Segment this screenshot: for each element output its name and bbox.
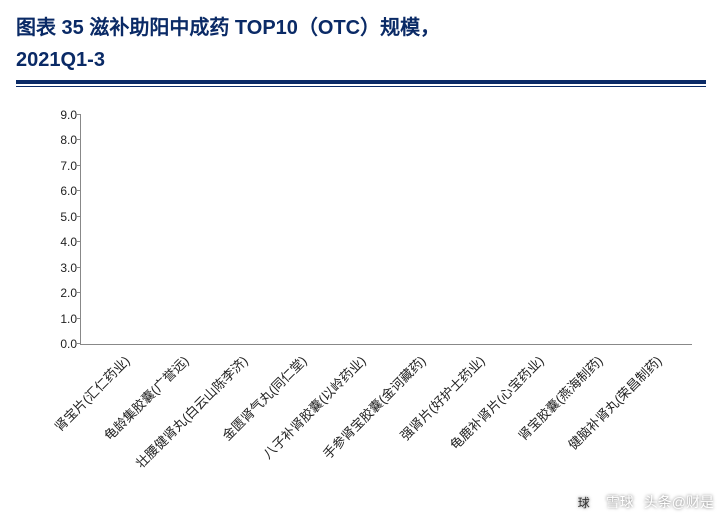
y-tick-label: 8.0 (47, 133, 77, 147)
y-tick-label: 1.0 (47, 312, 77, 326)
y-tick-mark (77, 318, 81, 319)
y-tick-mark (77, 343, 81, 344)
title-underline-thick (16, 80, 706, 84)
y-tick-label: 4.0 (47, 235, 77, 249)
bars-container (81, 115, 692, 344)
y-tick-mark (77, 114, 81, 115)
watermark-icon: 球 (572, 490, 596, 514)
x-label-slot: 健脑补肾丸(荣昌制药) (623, 345, 682, 495)
y-tick-mark (77, 292, 81, 293)
chart-title: 图表 35 滋补助阳中成药 TOP10（OTC）规模， 2021Q1-3 (16, 12, 706, 76)
bar-chart: 0.01.02.03.04.05.06.07.08.09.0 肾宝片(汇仁药业)… (50, 115, 692, 505)
y-tick-label: 9.0 (47, 108, 77, 122)
watermark: 球 雪球 头条@财是 (572, 490, 714, 514)
title-line1: 图表 35 滋补助阳中成药 TOP10（OTC）规模， (16, 17, 440, 39)
y-tick-mark (77, 190, 81, 191)
y-tick-mark (77, 267, 81, 268)
y-tick-label: 0.0 (47, 337, 77, 351)
y-tick-label: 2.0 (47, 286, 77, 300)
y-tick-mark (77, 216, 81, 217)
watermark-text2: 头条@财是 (644, 492, 714, 512)
y-tick-mark (77, 165, 81, 166)
plot-area: 0.01.02.03.04.05.06.07.08.09.0 (80, 115, 692, 345)
y-tick-label: 6.0 (47, 184, 77, 198)
y-tick-mark (77, 241, 81, 242)
title-line2: 2021Q1-3 (16, 49, 105, 71)
y-tick-label: 5.0 (47, 210, 77, 224)
y-tick-mark (77, 139, 81, 140)
title-underline-thin (16, 86, 706, 87)
y-tick-label: 7.0 (47, 159, 77, 173)
y-tick-label: 3.0 (47, 261, 77, 275)
watermark-text1: 雪球 (606, 492, 634, 512)
chart-header: 图表 35 滋补助阳中成药 TOP10（OTC）规模， 2021Q1-3 (0, 0, 722, 95)
x-axis-labels: 肾宝片(汇仁药业)龟龄集胶囊(广誉远)壮腰健肾丸(白云山陈李济)金匮肾气丸(同仁… (80, 345, 692, 495)
